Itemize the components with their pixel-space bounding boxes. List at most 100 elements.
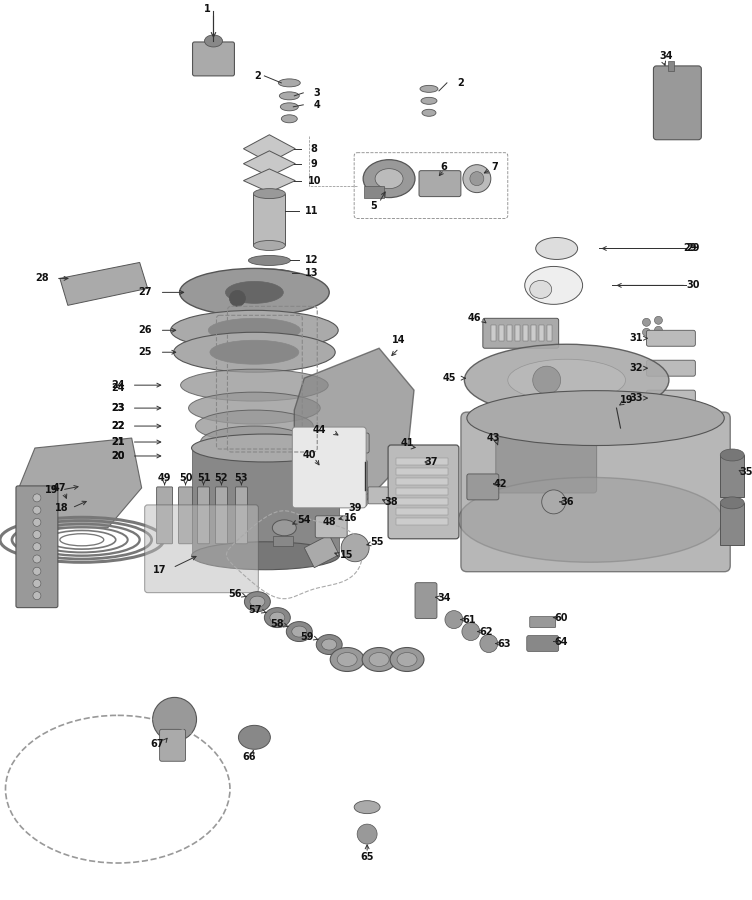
FancyBboxPatch shape (653, 66, 702, 140)
Bar (669, 61, 675, 71)
Text: 23: 23 (111, 403, 125, 413)
Text: 42: 42 (494, 479, 508, 489)
FancyBboxPatch shape (647, 390, 696, 406)
Text: 38: 38 (384, 497, 398, 507)
Ellipse shape (422, 109, 436, 116)
Ellipse shape (247, 269, 293, 278)
Circle shape (470, 172, 484, 185)
Ellipse shape (525, 266, 583, 304)
FancyBboxPatch shape (335, 433, 369, 453)
Circle shape (33, 580, 41, 588)
Text: 21: 21 (111, 437, 125, 447)
Text: 44: 44 (313, 425, 326, 435)
Text: 20: 20 (111, 451, 125, 461)
Ellipse shape (192, 542, 339, 570)
Circle shape (480, 634, 498, 652)
Text: 1: 1 (204, 4, 211, 14)
Text: 9: 9 (311, 158, 317, 168)
Ellipse shape (292, 626, 307, 637)
Text: 27: 27 (138, 287, 151, 297)
Text: 5: 5 (371, 201, 378, 211)
Text: 29: 29 (687, 244, 700, 254)
Text: 53: 53 (235, 472, 248, 483)
Bar (364, 185, 384, 198)
Text: 50: 50 (179, 472, 193, 483)
Bar (523, 325, 528, 341)
FancyBboxPatch shape (293, 428, 366, 508)
Ellipse shape (337, 652, 357, 667)
Text: 47: 47 (53, 483, 67, 493)
Ellipse shape (265, 608, 290, 627)
FancyBboxPatch shape (178, 487, 193, 544)
Circle shape (33, 591, 41, 599)
Text: 59: 59 (301, 632, 314, 642)
Text: 28: 28 (35, 274, 49, 284)
Text: 36: 36 (560, 497, 573, 507)
Ellipse shape (362, 647, 396, 671)
Bar (547, 325, 552, 341)
Circle shape (33, 518, 41, 526)
FancyBboxPatch shape (198, 487, 210, 544)
Text: 8: 8 (311, 144, 317, 154)
Circle shape (153, 698, 196, 742)
Text: 55: 55 (370, 536, 384, 547)
Text: 17: 17 (153, 564, 166, 575)
Ellipse shape (354, 801, 380, 814)
Text: 24: 24 (111, 383, 125, 393)
Text: 13: 13 (305, 268, 318, 278)
Text: 23: 23 (111, 403, 125, 413)
FancyBboxPatch shape (483, 319, 559, 348)
Text: 61: 61 (462, 615, 475, 625)
Bar (253, 194, 285, 246)
Text: 2: 2 (457, 78, 464, 88)
Circle shape (33, 567, 41, 575)
Ellipse shape (192, 434, 339, 462)
Circle shape (611, 402, 617, 408)
Polygon shape (60, 263, 147, 305)
Circle shape (33, 543, 41, 551)
FancyBboxPatch shape (216, 487, 227, 544)
Bar (396, 478, 448, 485)
Circle shape (445, 610, 463, 628)
Circle shape (229, 291, 245, 306)
Ellipse shape (421, 97, 437, 104)
FancyBboxPatch shape (467, 474, 499, 500)
Bar (531, 325, 535, 341)
Text: 18: 18 (55, 503, 68, 513)
Text: 48: 48 (323, 517, 336, 526)
Circle shape (642, 328, 650, 337)
Ellipse shape (248, 256, 290, 266)
Circle shape (541, 490, 566, 514)
Ellipse shape (508, 359, 626, 401)
Ellipse shape (253, 189, 285, 199)
Ellipse shape (397, 652, 417, 667)
Ellipse shape (180, 268, 329, 316)
Text: 40: 40 (302, 450, 316, 460)
Bar (720, 503, 744, 544)
Text: 34: 34 (660, 51, 673, 61)
FancyBboxPatch shape (315, 516, 347, 538)
Circle shape (33, 531, 41, 538)
Text: 16: 16 (344, 513, 358, 523)
Text: 45: 45 (442, 374, 456, 383)
Ellipse shape (226, 282, 284, 303)
Ellipse shape (253, 240, 285, 250)
Text: 29: 29 (684, 244, 697, 254)
FancyBboxPatch shape (315, 460, 367, 506)
Ellipse shape (375, 168, 403, 189)
Text: 2: 2 (254, 71, 261, 81)
Text: 32: 32 (629, 364, 643, 374)
FancyBboxPatch shape (193, 42, 235, 76)
Text: 66: 66 (243, 752, 256, 762)
Ellipse shape (208, 319, 301, 342)
Bar (396, 498, 448, 505)
Bar (192, 448, 339, 555)
Ellipse shape (270, 612, 285, 623)
Polygon shape (305, 535, 339, 568)
Text: 58: 58 (271, 618, 284, 628)
FancyBboxPatch shape (235, 487, 247, 544)
Text: 11: 11 (305, 205, 318, 216)
Ellipse shape (250, 596, 265, 608)
FancyBboxPatch shape (159, 729, 186, 761)
Text: 31: 31 (629, 333, 643, 343)
